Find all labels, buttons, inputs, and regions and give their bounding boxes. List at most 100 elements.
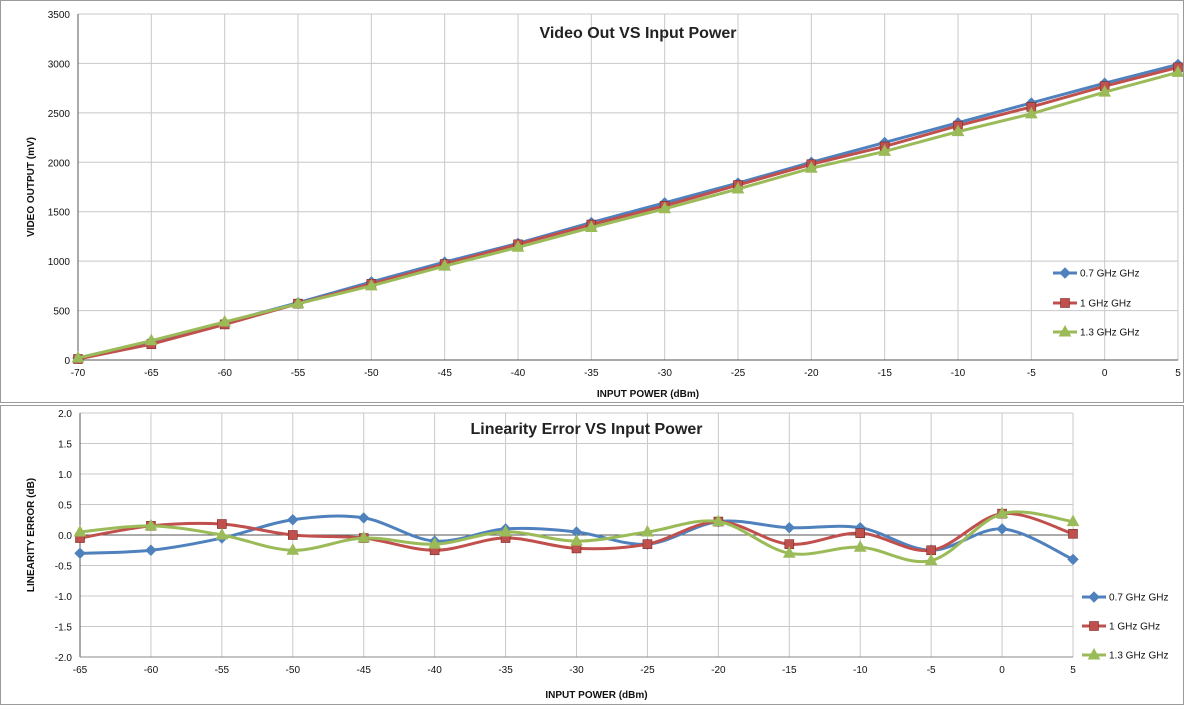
y-tick-label: 3000 [48,59,71,70]
legend-label: 1.3 GHz GHz [1109,651,1168,662]
data-point [144,333,158,346]
y-tick-label: 1500 [48,208,71,219]
data-point [641,524,654,537]
video-output-chart: -70 -65 -60 -55 -50 -45 -40 -35 -30 -25 -20 -15 -10-… [26,10,1184,400]
x-tick-label: -10 [951,368,966,379]
data-point [570,534,583,546]
x-tick-label: -25 [731,368,746,379]
x-tick-label: -50 [286,665,301,676]
data-point [499,524,512,537]
gridlines [77,13,1179,361]
data-point [642,539,653,549]
legend-marker [1087,647,1101,660]
x-tick-label: 5 [1070,665,1076,676]
x-tick-label: -65 [73,665,88,676]
data-point [924,553,938,566]
y-tick-label: 0.5 [58,501,72,512]
y-tick-label: 500 [53,307,70,318]
data-point [287,530,298,540]
legend-marker [1088,591,1100,603]
x-tick-label: -70 [71,368,86,379]
legend-entry: 1.3 GHz GHz [1053,324,1139,339]
data-point [782,546,796,558]
y-tick-label: 0.0 [58,531,72,542]
y-tick-label: 0 [64,356,70,367]
y-tick-label: 2.0 [58,409,72,420]
data-point [926,545,936,556]
data-point [584,220,598,233]
y-tick-label: -1.0 [55,592,73,603]
data-point [144,518,158,531]
data-point [74,547,86,560]
data-point [1067,553,1079,566]
legend-label: 1 GHz GHz [1080,299,1131,310]
data-point [73,524,87,537]
x-tick-label: -40 [511,368,526,379]
legend-entry: 1 GHz GHz [1053,298,1131,310]
legend-label: 1.3 GHz GHz [1080,328,1139,339]
data-point [804,161,818,173]
x-axis-title: INPUT POWER (dBm) [545,690,647,701]
x-tick-label: -65 [144,368,159,379]
x-tick-label: 5 [1175,368,1181,379]
legend-entry: 1.3 GHz GHz [1082,647,1168,662]
data-point [438,259,452,271]
data-point [855,528,866,538]
data-point [1066,514,1080,527]
y-tick-label: -2.0 [55,653,73,664]
data-point [71,350,85,363]
y-tick-label: 1000 [48,257,71,268]
x-tick-label: -40 [427,665,442,676]
y-axis-title: VIDEO OUTPUT (mV) [26,137,37,237]
legend-marker [1059,267,1071,279]
x-tick-label: -60 [217,368,232,379]
legend-label: 0.7 GHz GHz [1080,269,1139,280]
chart-title: Video Out VS Input Power [539,25,736,42]
y-tick-label: 2500 [48,109,71,120]
linearity-error-chart-panel: -65 -60 -55 -50 -45 -40 -35 -30 -25 -20 -15 -10 -5 0 5… [0,405,1184,705]
legend-entry: 0.7 GHz GHz [1082,591,1168,604]
data-point [1024,106,1038,119]
data-point [217,519,227,529]
data-point [364,278,378,291]
legend-entry: 0.7 GHz GHz [1053,267,1139,280]
y-tick-label: 1.5 [58,440,72,451]
data-point [951,124,965,137]
x-tick-label: -25 [640,665,655,676]
data-point [658,201,672,214]
legend-label: 1 GHz GHz [1109,622,1160,633]
data-point [1068,528,1078,539]
x-tick-label: -20 [711,665,726,676]
x-tick-label: -45 [356,665,371,676]
legend-label: 0.7 GHz GHz [1109,593,1168,604]
x-tick-label: -15 [877,368,892,379]
data-point [286,543,300,555]
y-tick-label: -1.5 [55,623,73,634]
data-point [215,527,229,540]
series-3 [71,65,1184,363]
x-tick-label: -30 [569,665,584,676]
x-tick-label: -45 [437,368,452,379]
y-tick-label: -0.5 [55,562,73,573]
y-tick-label: 1.0 [58,470,72,481]
video-output-chart-panel: -70 -65 -60 -55 -50 -45 -40 -35 -30 -25 -20 -15 -10-… [0,0,1184,403]
y-axis-title: LINEARITY ERROR (dB) [26,478,37,592]
linearity-error-chart: -65 -60 -55 -50 -45 -40 -35 -30 -25 -20 -15 -10 -5 0 5… [26,409,1168,701]
data-point [996,523,1008,535]
x-tick-label: -20 [804,368,819,379]
y-tick-label: 2000 [48,158,71,169]
data-point [731,181,745,194]
x-tick-label: -35 [584,368,599,379]
y-tick-label: 3500 [48,10,71,21]
data-point [712,514,725,527]
data-point [511,240,525,252]
data-point [145,544,157,556]
series-3 [73,506,1080,566]
chart-title: Linearity Error VS Input Power [470,421,702,438]
x-tick-label: -50 [364,368,379,379]
data-point [1098,85,1112,97]
data-point [358,512,370,524]
data-point [783,521,795,534]
x-axis-title: INPUT POWER (dBm) [597,389,699,400]
x-tick-label: -55 [215,665,230,676]
